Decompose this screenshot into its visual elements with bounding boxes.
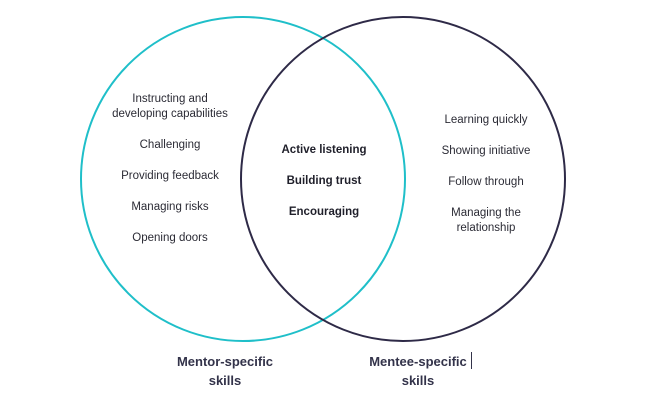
mentor-skill-item: Challenging — [139, 139, 201, 151]
mentor-skill-item: Opening doors — [132, 232, 208, 244]
mentor-caption-line2: skills — [208, 373, 242, 388]
mentee-caption-line1: Mentee-specific — [369, 354, 467, 369]
mentor-circle — [80, 16, 406, 342]
mentee-skill-item: Managing the relationship — [451, 207, 521, 234]
shared-skill-item: Active listening — [281, 144, 367, 156]
mentor-caption-line1: Mentor-specific — [176, 354, 274, 369]
shared-skill-item: Encouraging — [288, 206, 360, 218]
mentee-skill-item: Showing initiative — [441, 145, 531, 157]
mentee-caption-line2: skills — [401, 373, 435, 388]
text-cursor — [471, 352, 472, 369]
mentee-skill-item: Learning quickly — [444, 114, 528, 126]
mentor-skill-item: Instructing and developing capabilities — [112, 93, 228, 120]
mentee-skill-item: Follow through — [448, 176, 524, 188]
mentor-skill-item: Managing risks — [131, 201, 209, 213]
shared-skill-item: Building trust — [286, 175, 362, 187]
mentee-caption: Mentee-specific skills — [369, 352, 467, 390]
mentee-circle — [240, 16, 566, 342]
mentor-skill-item: Providing feedback — [121, 170, 219, 182]
mentor-caption: Mentor-specific skills — [177, 352, 273, 390]
